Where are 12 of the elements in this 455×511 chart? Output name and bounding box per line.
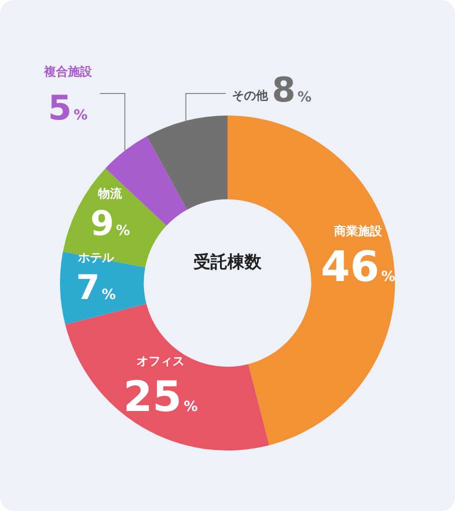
data-label: 7%	[76, 268, 116, 308]
data-label: 5%	[48, 88, 88, 128]
data-label: 9%	[90, 204, 130, 244]
slice-label: 商業施設	[333, 224, 384, 238]
data-label: 46%	[320, 242, 396, 292]
slice-label: オフィス	[136, 354, 184, 368]
slice-label: 物流	[97, 186, 124, 201]
slice-label: 複合施設	[42, 64, 93, 78]
text: 受託棟数	[194, 252, 262, 272]
slice-label: その他	[232, 88, 269, 102]
data-label: 25%	[123, 372, 198, 421]
data-label: 8%	[272, 70, 312, 110]
